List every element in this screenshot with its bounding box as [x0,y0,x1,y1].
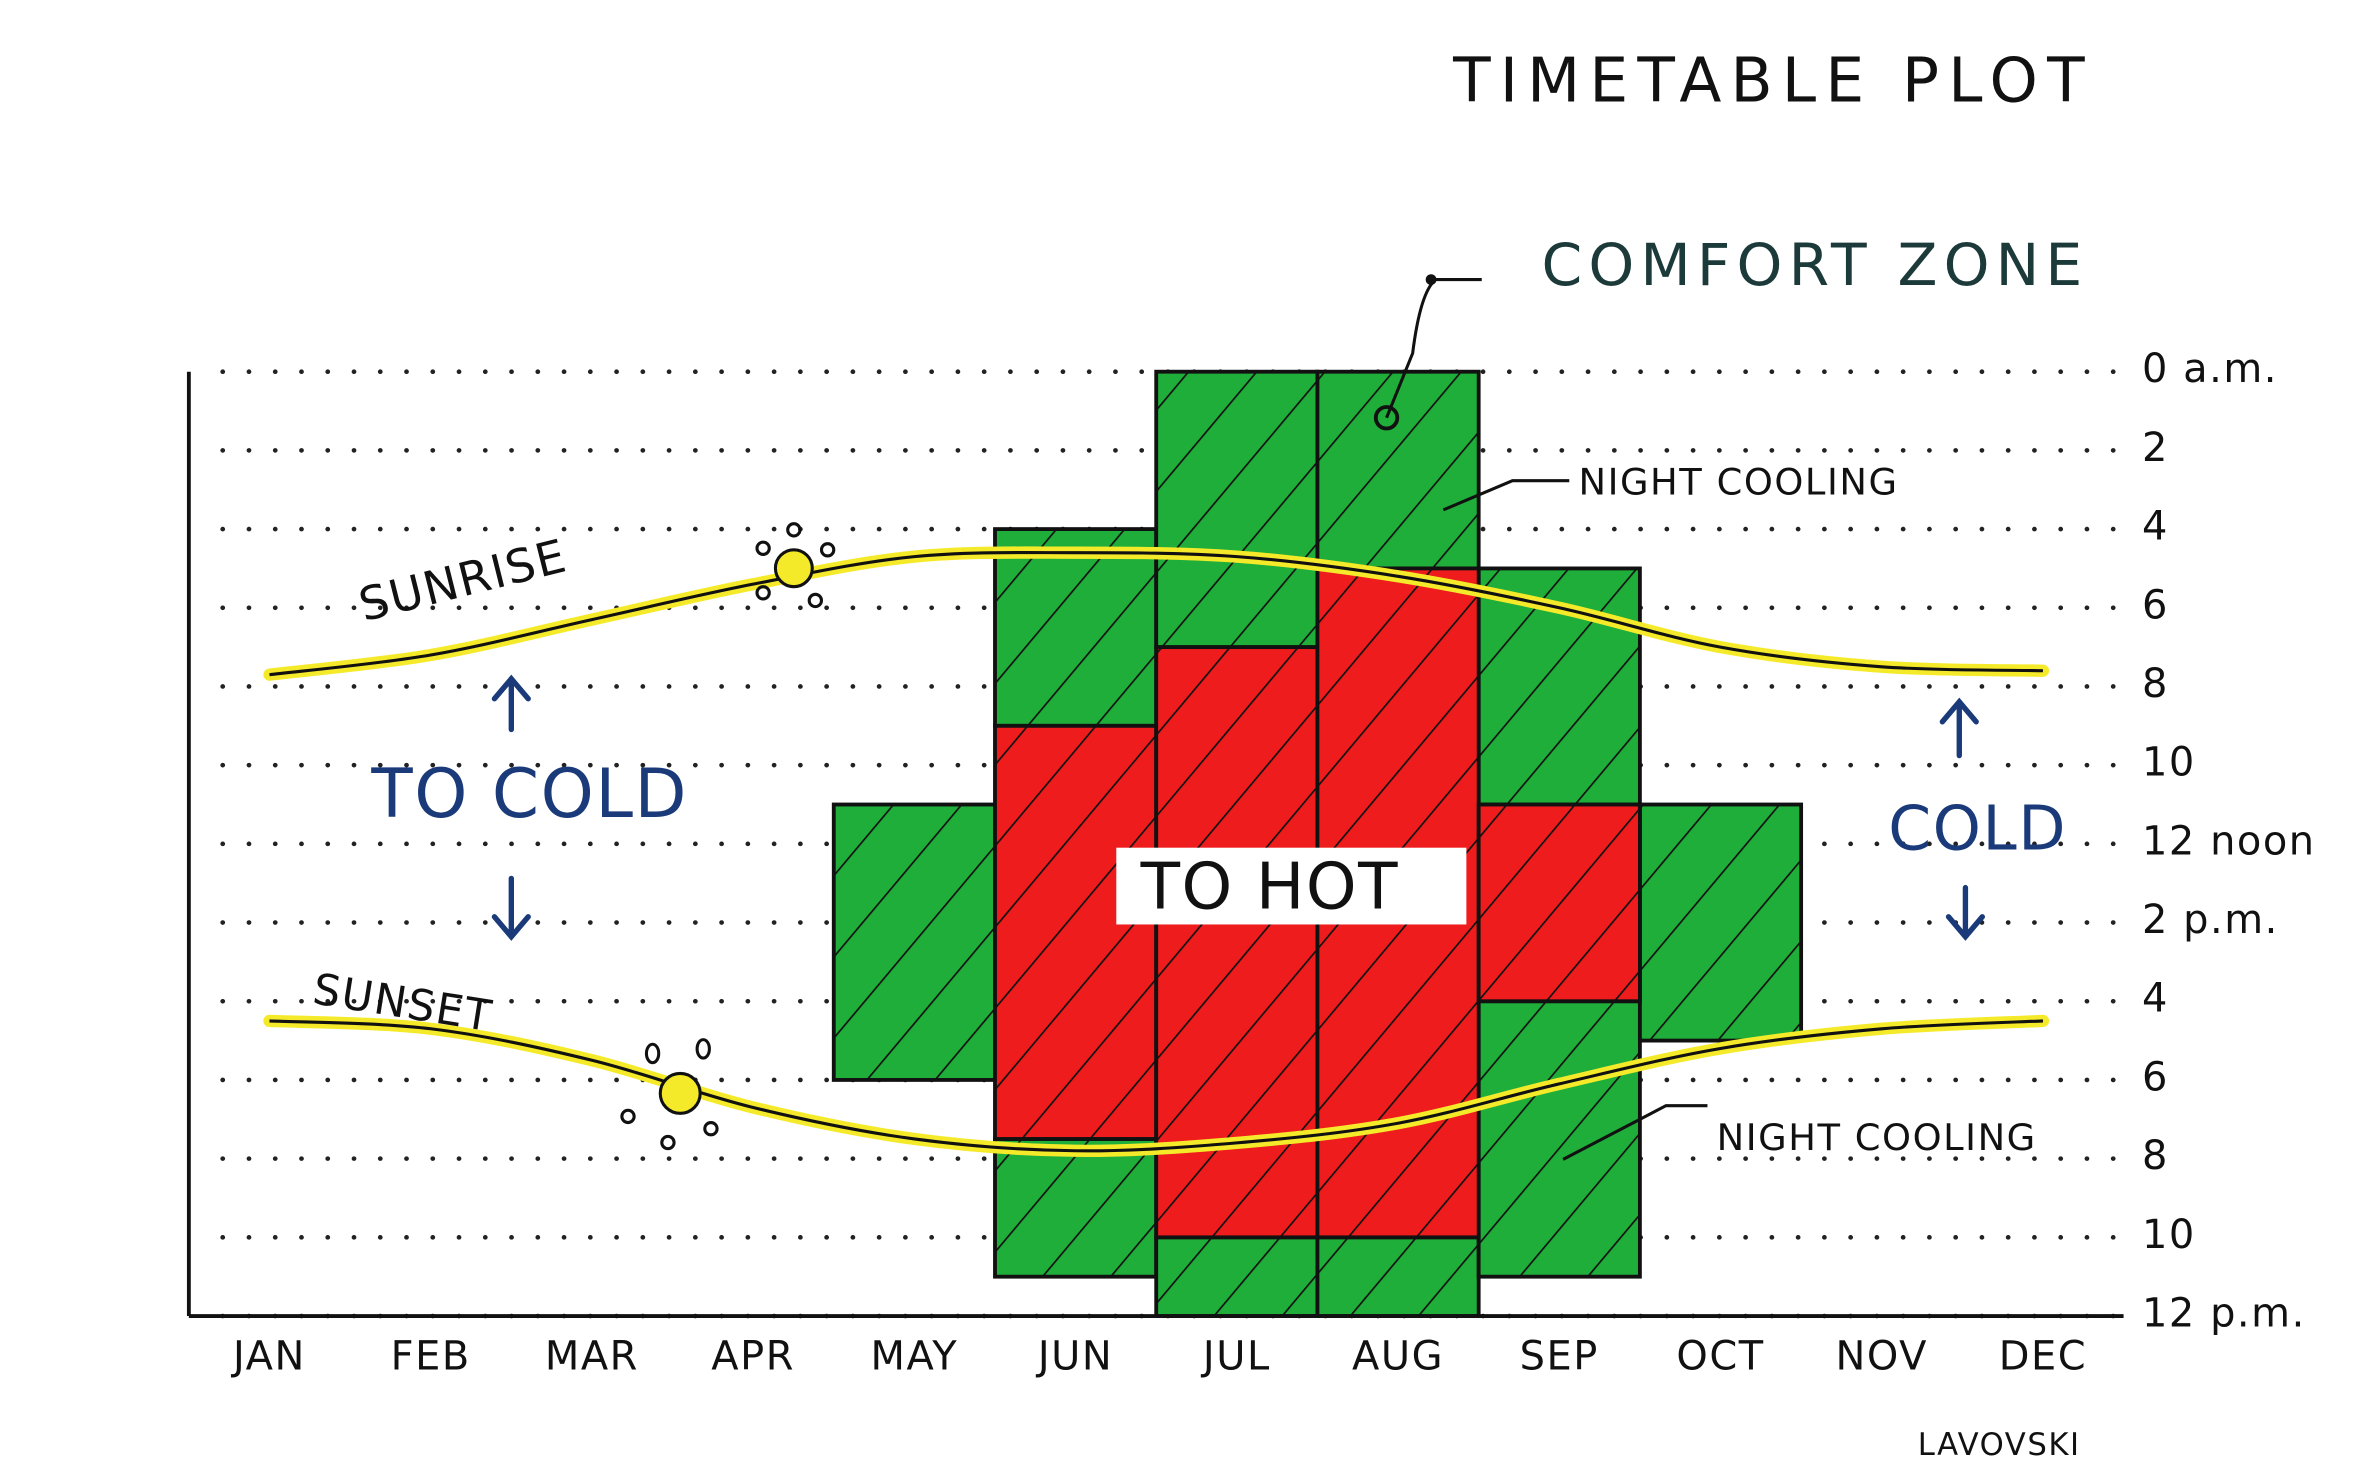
x-tick-label: JUN [1035,1334,1113,1380]
x-tick-label: JAN [230,1334,306,1380]
sun-icon [755,522,836,609]
y-tick-label: 10 [2142,1212,2196,1258]
y-tick-label: 6 [2142,1054,2169,1100]
line-label: SUNRISE [353,528,572,632]
x-tick-label: FEB [391,1334,471,1380]
sun-line-ink [269,551,2043,677]
x-tick-label: SEP [1520,1334,1599,1380]
signature: LAVOVSKI [1918,1428,2081,1462]
sun-icon [620,1038,719,1151]
time-block [1154,369,1320,650]
series-label: TO HOT [1140,849,1400,924]
leader-dot [1373,405,1400,431]
annotation: COLD [1888,793,2067,864]
x-tick-label: NOV [1836,1334,1928,1380]
x-tick-label: DEC [1999,1334,2087,1380]
time-block [1476,999,1642,1279]
series-label: COMFORT ZONE [1541,231,2088,299]
y-tick-label: 12 noon [2142,818,2316,864]
x-tick-label: AUG [1352,1334,1444,1380]
time-block [831,802,997,1082]
y-tick-label: 2 p.m. [2142,897,2279,943]
x-tick-label: JUL [1200,1334,1271,1380]
time-block [993,723,1159,1141]
time-block [993,1137,1159,1279]
y-tick-label: 4 [2142,504,2169,550]
y-tick-label: 8 [2142,1133,2169,1179]
x-tick-label: MAR [545,1334,639,1380]
time-block [1154,1235,1320,1318]
x-tick-label: OCT [1676,1334,1764,1380]
time-block [1476,802,1642,1004]
x-tick-label: MAY [871,1334,959,1380]
y-tick-label: 4 [2142,976,2169,1022]
leader-dot [1425,274,1437,285]
chart-title: TIMETABLE PLOT [1452,46,2094,117]
annotation: TO COLD [370,754,688,833]
time-block [1315,1235,1481,1318]
leader-line [1562,1104,1708,1161]
y-tick-label: 2 [2142,425,2169,471]
time-block [993,527,1159,728]
annotation: NIGHT COOLING [1717,1116,2037,1159]
x-tick-label: APR [711,1334,795,1380]
y-tick-label: 0 a.m. [2142,346,2278,392]
sun-line-ink [269,1019,2044,1153]
time-block [1315,369,1481,571]
y-tick-label: 10 [2142,740,2196,786]
label-box [1116,847,1467,925]
y-tick-label: 6 [2142,582,2169,628]
leader-line [1442,479,1570,512]
arrows [491,674,1985,941]
time-block [1637,802,1804,1043]
y-tick-label: 12 p.m. [2142,1291,2306,1337]
y-tick-label: 8 [2142,661,2169,707]
annotation: NIGHT COOLING [1578,460,1898,503]
